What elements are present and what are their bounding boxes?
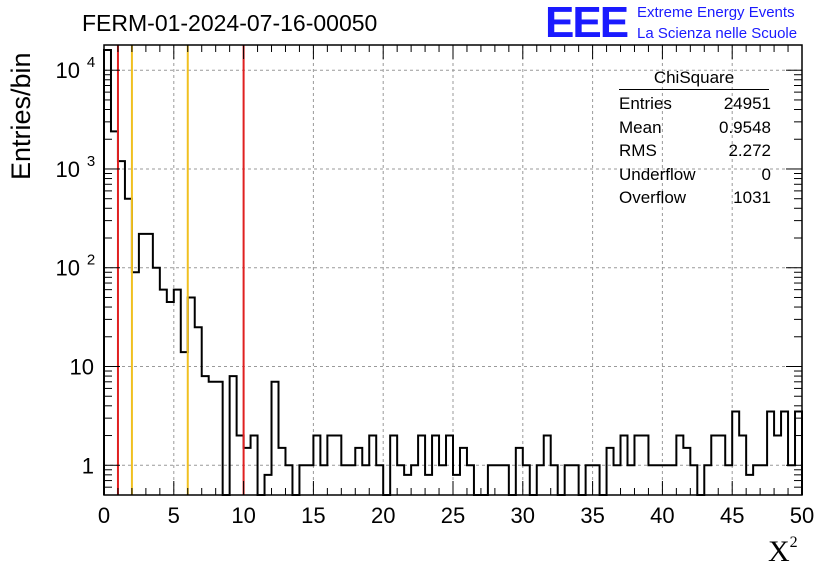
y-tick-exponent: 2 [87,252,95,269]
stats-row-mean: Mean 0.9548 [619,117,771,137]
y-tick-label: 1 [82,453,94,478]
y-tick-exponent: 4 [87,54,95,71]
eee-logo: EEE [545,0,629,47]
y-tick-label: 10 [56,58,80,83]
y-tick-label: 10 [56,256,80,281]
chart-title: FERM-01-2024-07-16-00050 [82,10,378,36]
stats-title: ChiSquare [619,68,769,90]
x-tick-label: 15 [301,503,325,528]
x-tick-label: 45 [720,503,744,528]
logo-line-2: La Scienza nelle Scuole [637,25,798,42]
stats-row-entries: Entries 24951 [619,94,771,113]
x-tick-label: 35 [580,503,604,528]
stats-row-underflow: Underflow 0 [619,164,771,184]
y-tick-label: 10 [70,355,94,380]
logo-line-1: Extreme Energy Events [637,4,795,21]
y-tick-label: 10 [56,157,80,182]
y-axis-label: Entries/bin [6,52,36,180]
stats-row-rms: RMS 2.272 [619,141,771,160]
x-tick-label: 0 [98,503,110,528]
x-tick-label: 5 [168,503,180,528]
x-tick-label: 50 [790,503,814,528]
histogram-outline [103,49,803,496]
x-tick-label: 10 [231,503,255,528]
y-tick-exponent: 3 [87,153,95,170]
stats-box: ChiSquare Entries 24951 Mean 0.9548 RMS 2.2… [611,68,777,210]
x-tick-label: 20 [371,503,395,528]
x-tick-label: 40 [650,503,674,528]
x-tick-label: 30 [511,503,535,528]
stats-row-overflow: Overflow 1031 [619,188,771,207]
x-tick-label: 25 [441,503,465,528]
x-axis-label: X2 [768,534,798,568]
